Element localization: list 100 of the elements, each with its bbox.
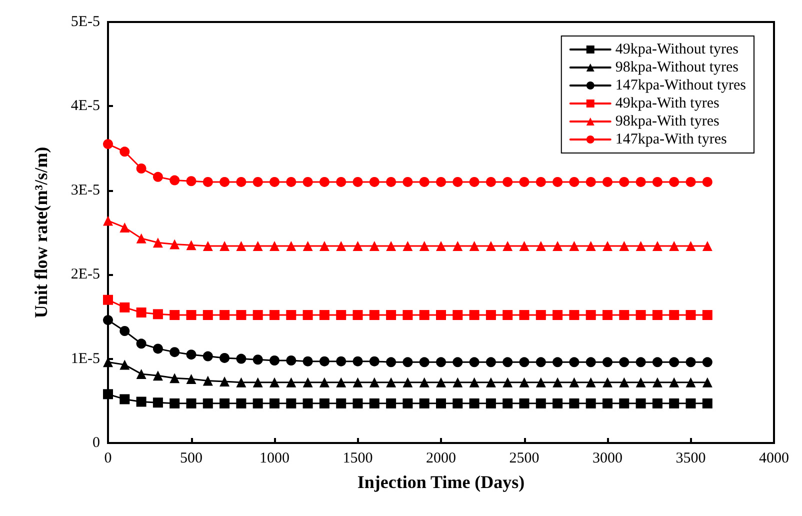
- legend-label: 98kpa-Without tyres: [615, 60, 739, 76]
- x-tick-label: 2000: [426, 450, 456, 466]
- x-tick-label: 1000: [260, 450, 290, 466]
- point: [636, 377, 646, 388]
- point: [652, 398, 662, 408]
- point: [236, 377, 246, 388]
- point: [236, 176, 246, 187]
- point: [302, 377, 313, 388]
- point: [302, 398, 313, 408]
- point: [552, 176, 563, 187]
- point: [419, 377, 430, 388]
- point: [519, 398, 530, 408]
- point: [669, 176, 680, 187]
- point: [469, 176, 480, 187]
- point: [336, 356, 346, 366]
- point: [402, 310, 413, 320]
- point: [586, 176, 596, 187]
- point: [536, 377, 546, 388]
- point: [386, 310, 396, 320]
- point: [170, 310, 180, 320]
- point: [202, 376, 213, 386]
- point: [636, 357, 646, 368]
- point: [602, 357, 612, 368]
- point: [519, 310, 530, 320]
- point: [270, 355, 280, 366]
- point: [436, 310, 446, 320]
- point: [569, 240, 580, 251]
- point: [152, 398, 163, 408]
- point: [569, 176, 580, 187]
- point: [336, 310, 346, 320]
- point: [270, 176, 280, 187]
- point: [602, 240, 612, 251]
- point: [502, 377, 513, 388]
- point: [136, 338, 146, 349]
- point: [652, 240, 662, 251]
- point: [552, 398, 563, 408]
- point: [336, 377, 346, 388]
- point: [669, 240, 680, 251]
- point: [486, 310, 496, 320]
- y-tick-label: 2E-5: [70, 266, 100, 283]
- point: [586, 377, 596, 388]
- point: [369, 356, 380, 366]
- point: [686, 377, 696, 388]
- point: [452, 310, 463, 320]
- legend-label: 49kpa-Without tyres: [615, 42, 739, 58]
- point: [286, 176, 296, 187]
- point: [436, 377, 446, 388]
- point: [120, 360, 130, 370]
- point: [502, 357, 513, 368]
- point: [319, 377, 330, 388]
- point: [136, 368, 146, 379]
- point: [486, 377, 496, 388]
- point: [270, 310, 280, 320]
- point: [552, 357, 563, 368]
- point: [536, 176, 546, 187]
- point: [486, 176, 496, 187]
- point: [270, 377, 280, 388]
- point: [120, 222, 130, 232]
- point: [436, 357, 446, 368]
- y-axis-title: Unit flow rate(m³/s/m): [31, 146, 51, 318]
- point: [602, 176, 612, 187]
- point: [586, 398, 596, 408]
- point: [103, 315, 113, 326]
- point: [220, 376, 230, 387]
- point: [686, 176, 696, 187]
- point: [136, 164, 146, 174]
- point: [202, 351, 213, 362]
- point: [386, 377, 396, 388]
- point: [586, 357, 596, 368]
- point: [552, 240, 563, 251]
- y-tick-label: 1E-5: [70, 350, 100, 367]
- point: [120, 146, 130, 157]
- point: [602, 310, 612, 320]
- point: [702, 310, 712, 320]
- y-tick-label: 4E-5: [70, 98, 100, 114]
- point: [519, 377, 530, 388]
- point: [519, 176, 530, 187]
- point: [652, 310, 662, 320]
- point: [552, 377, 563, 388]
- point: [669, 310, 680, 320]
- point: [336, 240, 346, 251]
- point: [220, 310, 230, 320]
- point: [302, 240, 313, 251]
- point: [369, 377, 380, 388]
- point: [270, 240, 280, 251]
- point: [252, 377, 263, 388]
- point: [469, 398, 480, 408]
- point: [120, 394, 130, 404]
- point: [352, 240, 363, 251]
- x-tick-label: 2500: [509, 450, 540, 466]
- point: [469, 310, 480, 320]
- point: [336, 176, 346, 187]
- point: [502, 398, 513, 408]
- x-tick-label: 4000: [759, 450, 789, 466]
- point: [586, 310, 596, 320]
- point: [352, 398, 363, 408]
- point: [186, 374, 196, 384]
- point: [186, 310, 196, 320]
- point: [702, 240, 712, 251]
- point: [286, 310, 296, 320]
